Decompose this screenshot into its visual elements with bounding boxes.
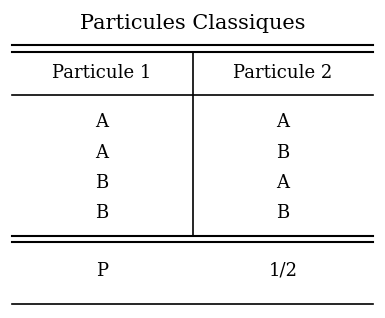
Text: A: A (276, 174, 290, 192)
Text: B: B (276, 204, 290, 222)
Text: A: A (276, 114, 290, 131)
Text: A: A (95, 114, 109, 131)
Text: Particule 2: Particule 2 (233, 64, 333, 82)
Text: 1/2: 1/2 (268, 262, 298, 280)
Text: Particules Classiques: Particules Classiques (80, 14, 305, 33)
Text: B: B (95, 204, 109, 222)
Text: B: B (276, 144, 290, 162)
Text: P: P (96, 262, 108, 280)
Text: A: A (95, 144, 109, 162)
Text: B: B (95, 174, 109, 192)
Text: Particule 1: Particule 1 (52, 64, 152, 82)
